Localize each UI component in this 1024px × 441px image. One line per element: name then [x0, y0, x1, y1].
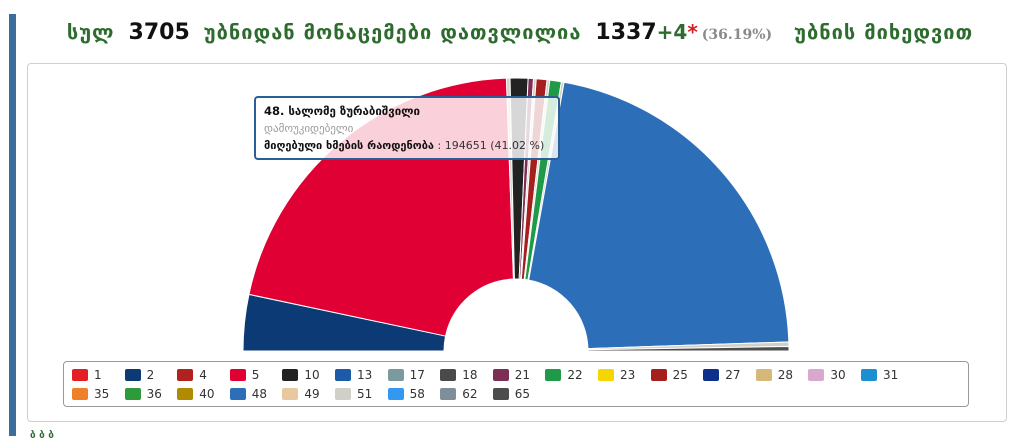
results-header: სულ 3705 უბნიდან მონაცემები დათვლილია 13…: [16, 20, 1024, 56]
legend-label: 62: [462, 387, 478, 401]
header-plus: +4: [656, 20, 688, 44]
header-total: 3705: [128, 20, 190, 45]
legend-label: 18: [462, 368, 478, 382]
legend-swatch: [335, 369, 351, 381]
legend-swatch: [124, 388, 141, 400]
tooltip-candidate-name: 48. სალომე ზურაბიშვილი: [264, 104, 421, 118]
legend-swatch: [229, 369, 246, 381]
legend-swatch: [387, 388, 404, 400]
legend-label: 22: [567, 368, 583, 382]
legend-label: 25: [672, 368, 688, 382]
legend-swatch: [650, 369, 667, 381]
legend-swatch: [492, 369, 509, 381]
legend-swatch: [545, 369, 562, 381]
legend-label: 48: [251, 387, 268, 401]
legend-item-23[interactable]: 23: [598, 368, 635, 382]
chart-legend: 1 2 4 5 10 13 17 18 21 22 23 25 27 28 30 31 35 36 40 48 49 51…: [63, 361, 969, 407]
tooltip-votes-value: : 194651 (41.02 %): [437, 139, 545, 152]
legend-item-58[interactable]: 58: [387, 387, 425, 401]
legend-item-62[interactable]: 62: [440, 387, 477, 401]
legend-swatch: [229, 388, 246, 400]
legend-label: 35: [94, 387, 110, 401]
legend-item-13[interactable]: 13: [335, 368, 372, 382]
legend-item-49[interactable]: 49: [282, 387, 320, 401]
chart-tooltip: 48. სალომე ზურაბიშვილი დამოუკიდებელი მიღ…: [254, 96, 560, 160]
legend-label: 5: [251, 368, 260, 382]
legend-label: 2: [146, 368, 155, 382]
legend-swatch: [177, 369, 194, 381]
header-middle: უბნიდან მონაცემები დათვლილია: [203, 20, 582, 44]
legend-item-40[interactable]: 40: [177, 387, 214, 401]
legend-item-48[interactable]: 48: [229, 387, 268, 401]
legend-swatch: [808, 369, 825, 381]
legend-swatch: [492, 388, 509, 400]
legend-swatch: [282, 388, 299, 400]
legend-item-18[interactable]: 18: [440, 368, 477, 382]
legend-label: 40: [199, 387, 215, 401]
legend-item-35[interactable]: 35: [72, 387, 109, 401]
legend-label: 49: [304, 387, 320, 401]
header-pct: (36.19%): [701, 27, 773, 43]
header-star: *: [687, 20, 698, 44]
legend-swatch: [124, 369, 141, 381]
legend-label: 65: [514, 387, 531, 401]
legend-label: 36: [146, 387, 162, 401]
legend-item-2[interactable]: 2: [124, 368, 155, 382]
legend-item-10[interactable]: 10: [282, 368, 320, 382]
legend-label: 51: [357, 387, 373, 401]
legend-label: 23: [620, 368, 636, 382]
legend-swatch: [72, 388, 88, 400]
tooltip-votes-label: მიღებული ხმების რაოდენობა: [264, 139, 435, 152]
legend-swatch: [282, 369, 299, 381]
legend-item-30[interactable]: 30: [808, 368, 846, 382]
legend-item-4[interactable]: 4: [177, 368, 207, 382]
header-suffix: უბნის მიხედვით: [794, 20, 974, 44]
legend-label: 21: [514, 368, 531, 382]
left-accent-bar: [9, 14, 16, 436]
legend-label: 4: [199, 368, 207, 382]
legend-item-25[interactable]: 25: [650, 368, 688, 382]
legend-swatch: [598, 369, 614, 381]
tooltip-party: დამოუკიდებელი: [264, 122, 354, 135]
legend-label: 28: [777, 368, 794, 382]
legend-swatch: [72, 369, 88, 381]
legend-label: 30: [830, 368, 846, 382]
legend-swatch: [861, 369, 877, 381]
slice-48[interactable]: [528, 81, 790, 350]
legend-label: 58: [409, 387, 425, 401]
legend-item-1[interactable]: 1: [72, 368, 102, 382]
legend-label: 1: [94, 368, 102, 382]
legend-swatch: [335, 388, 351, 400]
legend-item-65[interactable]: 65: [492, 387, 531, 401]
legend-swatch: [703, 369, 720, 381]
legend-swatch: [177, 388, 194, 400]
legend-label: 31: [883, 368, 899, 382]
legend-item-36[interactable]: 36: [124, 387, 162, 401]
legend-swatch: [440, 369, 457, 381]
legend-item-5[interactable]: 5: [229, 368, 260, 382]
legend-swatch: [755, 369, 772, 381]
legend-item-17[interactable]: 17: [387, 368, 425, 382]
header-counted: 1337: [595, 20, 657, 45]
slice-65[interactable]: [587, 345, 790, 352]
legend-item-22[interactable]: 22: [545, 368, 583, 382]
legend-item-28[interactable]: 28: [755, 368, 794, 382]
legend-label: 13: [357, 368, 373, 382]
legend-item-21[interactable]: 21: [492, 368, 531, 382]
legend-item-51[interactable]: 51: [335, 387, 372, 401]
legend-swatch: [440, 388, 457, 400]
legend-item-31[interactable]: 31: [861, 368, 898, 382]
header-prefix: სულ: [66, 20, 115, 44]
legend-label: 27: [725, 368, 741, 382]
legend-label: 10: [304, 368, 320, 382]
legend-swatch: [387, 369, 404, 381]
legend-label: 17: [409, 368, 425, 382]
legend-item-27[interactable]: 27: [703, 368, 740, 382]
